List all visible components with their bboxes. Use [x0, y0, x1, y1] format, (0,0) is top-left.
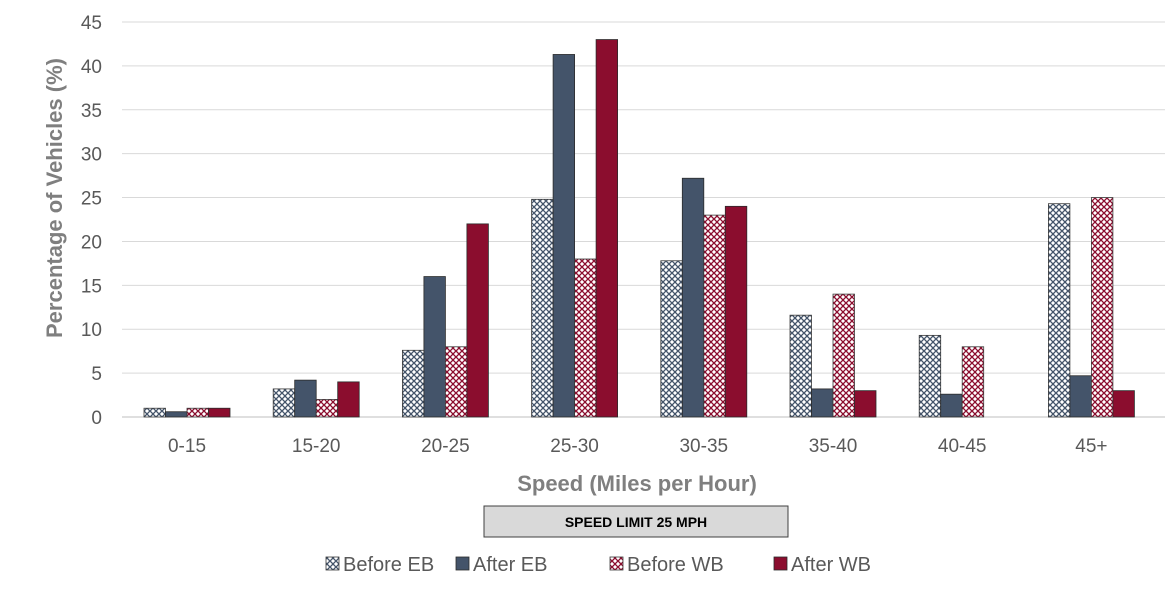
- legend: Before EB After EB Before WB After WB: [325, 554, 871, 576]
- y-tick-label: 20: [81, 232, 102, 253]
- legend-label: After EB: [473, 554, 547, 576]
- bar-after-eb: [294, 379, 317, 418]
- x-tick-label: 45+: [1075, 436, 1107, 457]
- bar-after-eb: [1069, 375, 1092, 418]
- legend-swatch: [773, 556, 788, 571]
- bar-before-eb: [660, 260, 683, 418]
- bar-before-eb: [789, 314, 812, 418]
- y-tick-labels: 0 5 10 15 20 25 30 35 40 45: [81, 13, 102, 429]
- bars: [143, 39, 1135, 418]
- x-tick-label: 30-35: [679, 436, 728, 457]
- legend-swatch: [455, 556, 470, 571]
- bar-before-eb: [531, 198, 554, 418]
- y-tick-label: 15: [81, 276, 102, 297]
- bar-before-wb: [703, 214, 726, 418]
- bar-before-eb: [401, 349, 425, 418]
- bar-before-wb: [444, 346, 468, 418]
- legend-label: After WB: [791, 554, 871, 576]
- bar-before-eb: [143, 407, 166, 418]
- bar-after-eb: [423, 276, 446, 418]
- legend-label: Before WB: [627, 554, 724, 576]
- speed-limit-banner: SPEED LIMIT 25 MPH: [483, 505, 789, 538]
- y-tick-label: 0: [91, 408, 102, 429]
- bar-after-wb: [854, 390, 877, 418]
- x-tick-label: 40-45: [938, 436, 987, 457]
- legend-label: Before EB: [343, 554, 434, 576]
- bar-before-eb: [272, 388, 296, 418]
- bar-before-eb: [1048, 203, 1071, 418]
- bar-before-wb: [1091, 197, 1114, 418]
- y-tick-label: 30: [81, 145, 102, 166]
- bar-before-wb: [961, 346, 985, 418]
- y-tick-label: 25: [81, 189, 102, 210]
- bar-before-wb: [832, 293, 855, 418]
- bar-after-wb: [1112, 390, 1135, 418]
- x-tick-label: 15-20: [292, 436, 341, 457]
- bar-after-eb: [165, 411, 188, 418]
- bar-after-wb: [595, 39, 618, 418]
- bar-after-eb: [811, 388, 834, 418]
- bar-after-eb: [552, 54, 575, 418]
- bar-after-wb: [466, 223, 489, 418]
- x-tick-labels: 0-15 15-20 20-25 25-30 30-35 35-40 40-45 45+: [168, 436, 1108, 457]
- bar-after-wb: [208, 407, 231, 418]
- bar-after-wb: [724, 205, 748, 418]
- speed-limit-text: SPEED LIMIT 25 MPH: [565, 514, 707, 530]
- x-tick-label: 0-15: [168, 436, 206, 457]
- x-tick-label: 20-25: [421, 436, 470, 457]
- y-tick-label: 35: [81, 101, 102, 122]
- x-tick-label: 35-40: [809, 436, 858, 457]
- bar-before-wb: [186, 407, 209, 418]
- y-tick-label: 45: [81, 13, 102, 34]
- bar-before-wb: [574, 258, 597, 418]
- bar-before-eb: [918, 334, 942, 418]
- y-axis-title: Percentage of Vehicles (%): [42, 58, 67, 338]
- x-axis-title: Speed (Miles per Hour): [517, 471, 757, 496]
- bar-after-eb: [681, 177, 705, 418]
- y-tick-label: 40: [81, 57, 102, 78]
- bar-after-eb: [940, 393, 963, 418]
- y-tick-label: 5: [91, 364, 102, 385]
- bar-before-wb: [315, 399, 339, 418]
- legend-swatch: [609, 556, 624, 571]
- bar-after-wb: [337, 381, 360, 418]
- y-tick-label: 10: [81, 320, 102, 341]
- gridlines: [122, 21, 1165, 418]
- legend-swatch: [325, 556, 340, 571]
- x-tick-label: 25-30: [550, 436, 599, 457]
